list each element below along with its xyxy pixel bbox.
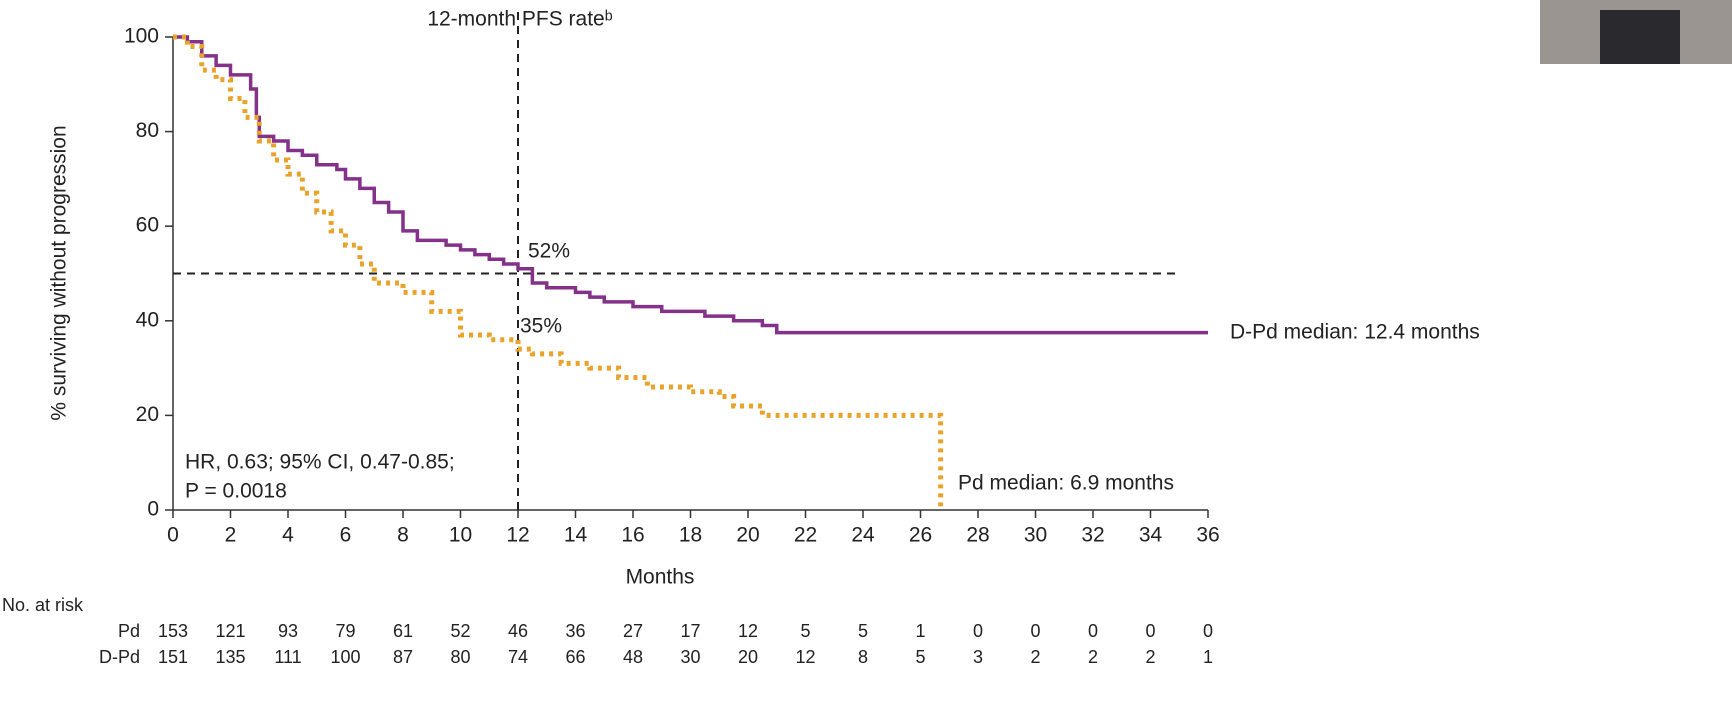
x-axis-label: Months bbox=[626, 566, 695, 589]
risk-count: 36 bbox=[565, 621, 585, 641]
annotation: Pd median: 6.9 months bbox=[958, 472, 1174, 495]
y-tick-label: 100 bbox=[124, 25, 159, 48]
y-tick-label: 0 bbox=[147, 498, 159, 521]
risk-count: 46 bbox=[508, 621, 528, 641]
risk-count: 93 bbox=[278, 621, 298, 641]
risk-count: 1 bbox=[915, 621, 925, 641]
risk-count: 135 bbox=[215, 647, 245, 667]
annotation: 52% bbox=[528, 240, 570, 263]
x-tick-label: 12 bbox=[506, 524, 529, 547]
y-tick-label: 80 bbox=[136, 119, 159, 142]
risk-count: 153 bbox=[158, 621, 188, 641]
x-tick-label: 34 bbox=[1139, 524, 1163, 547]
risk-table-title: No. at risk bbox=[2, 595, 84, 615]
risk-count: 20 bbox=[738, 647, 758, 667]
y-tick-label: 60 bbox=[136, 214, 159, 237]
risk-count: 48 bbox=[623, 647, 643, 667]
risk-row-label: D-Pd bbox=[99, 647, 140, 667]
risk-count: 61 bbox=[393, 621, 413, 641]
risk-count: 52 bbox=[450, 621, 470, 641]
x-tick-label: 4 bbox=[282, 524, 294, 547]
risk-count: 8 bbox=[858, 647, 868, 667]
risk-count: 79 bbox=[335, 621, 355, 641]
risk-count: 2 bbox=[1088, 647, 1098, 667]
x-tick-label: 6 bbox=[340, 524, 352, 547]
x-tick-label: 30 bbox=[1024, 524, 1047, 547]
annotation: 12-month PFS rateᵇ bbox=[427, 8, 612, 31]
y-axis-label: % surviving without progression bbox=[48, 125, 71, 420]
x-tick-label: 20 bbox=[736, 524, 759, 547]
risk-count: 151 bbox=[158, 647, 188, 667]
x-tick-label: 22 bbox=[794, 524, 817, 547]
webcam-figure bbox=[1600, 10, 1680, 64]
x-tick-label: 36 bbox=[1196, 524, 1219, 547]
y-tick-label: 40 bbox=[136, 308, 159, 331]
risk-count: 27 bbox=[623, 621, 643, 641]
risk-row-label: Pd bbox=[118, 621, 140, 641]
risk-count: 12 bbox=[738, 621, 758, 641]
risk-count: 3 bbox=[973, 647, 983, 667]
x-tick-label: 14 bbox=[564, 524, 588, 547]
x-tick-label: 8 bbox=[397, 524, 409, 547]
risk-count: 12 bbox=[795, 647, 815, 667]
annotation: D-Pd median: 12.4 months bbox=[1230, 321, 1480, 344]
risk-count: 1 bbox=[1203, 647, 1213, 667]
risk-count: 121 bbox=[215, 621, 245, 641]
risk-count: 0 bbox=[1145, 621, 1155, 641]
risk-count: 74 bbox=[508, 647, 528, 667]
risk-count: 0 bbox=[973, 621, 983, 641]
risk-count: 2 bbox=[1030, 647, 1040, 667]
risk-count: 100 bbox=[330, 647, 360, 667]
x-tick-label: 0 bbox=[167, 524, 179, 547]
annotation: P = 0.0018 bbox=[185, 480, 287, 503]
x-tick-label: 10 bbox=[449, 524, 472, 547]
risk-count: 66 bbox=[565, 647, 585, 667]
risk-count: 30 bbox=[680, 647, 700, 667]
risk-count: 5 bbox=[858, 621, 868, 641]
chart: % surviving without progression Months 0… bbox=[0, 0, 1732, 711]
x-tick-label: 16 bbox=[621, 524, 644, 547]
x-tick-label: 26 bbox=[909, 524, 932, 547]
x-tick-label: 24 bbox=[851, 524, 875, 547]
risk-count: 80 bbox=[450, 647, 470, 667]
y-tick-label: 20 bbox=[136, 403, 159, 426]
annotation: HR, 0.63; 95% CI, 0.47-0.85; bbox=[185, 451, 455, 474]
risk-count: 0 bbox=[1203, 621, 1213, 641]
annotation: 35% bbox=[520, 315, 562, 338]
risk-count: 17 bbox=[680, 621, 700, 641]
survival-curve bbox=[173, 37, 1208, 333]
x-tick-label: 28 bbox=[966, 524, 989, 547]
risk-count: 111 bbox=[274, 647, 301, 667]
x-tick-label: 32 bbox=[1081, 524, 1104, 547]
risk-count: 2 bbox=[1145, 647, 1155, 667]
x-tick-label: 2 bbox=[225, 524, 237, 547]
risk-count: 0 bbox=[1088, 621, 1098, 641]
x-tick-label: 18 bbox=[679, 524, 702, 547]
risk-count: 5 bbox=[915, 647, 925, 667]
risk-count: 0 bbox=[1030, 621, 1040, 641]
risk-count: 5 bbox=[800, 621, 810, 641]
risk-count: 87 bbox=[393, 647, 413, 667]
